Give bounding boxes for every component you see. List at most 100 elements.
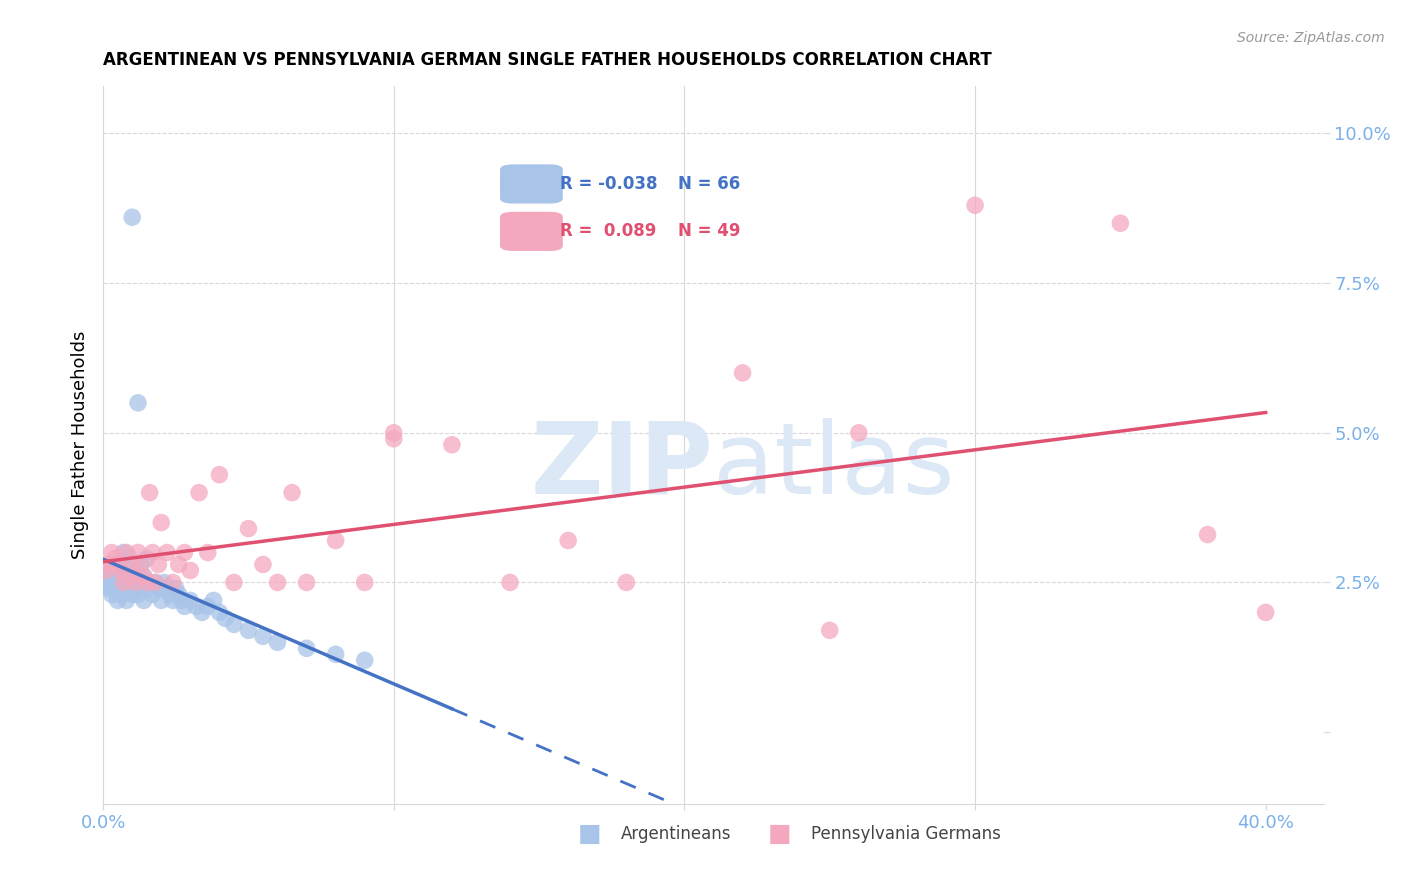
Point xyxy=(107,575,129,590)
Point xyxy=(107,593,129,607)
Point xyxy=(101,545,124,559)
Text: Source: ZipAtlas.com: Source: ZipAtlas.com xyxy=(1237,31,1385,45)
Point xyxy=(266,635,288,649)
Point xyxy=(101,587,124,601)
Point xyxy=(208,467,231,482)
Point xyxy=(266,575,288,590)
Point xyxy=(141,587,163,601)
Point xyxy=(94,564,117,578)
Point xyxy=(121,558,143,572)
Point xyxy=(197,545,219,559)
Point xyxy=(107,564,129,578)
Point xyxy=(238,522,260,536)
Point xyxy=(1254,606,1277,620)
Point xyxy=(132,569,155,583)
Point xyxy=(614,575,637,590)
Point xyxy=(325,648,347,662)
Point xyxy=(150,593,173,607)
Point xyxy=(124,564,146,578)
Point xyxy=(138,485,160,500)
Point xyxy=(115,564,138,578)
Y-axis label: Single Father Households: Single Father Households xyxy=(72,331,89,559)
Point xyxy=(179,564,201,578)
Point xyxy=(167,587,190,601)
Point xyxy=(129,558,152,572)
Point xyxy=(121,587,143,601)
Point xyxy=(184,599,207,614)
Point xyxy=(222,575,245,590)
Point xyxy=(440,438,463,452)
Point xyxy=(110,587,132,601)
Point xyxy=(124,582,146,596)
Point xyxy=(222,617,245,632)
Point xyxy=(382,425,405,440)
Point xyxy=(281,485,304,500)
Point xyxy=(132,593,155,607)
Point xyxy=(112,545,135,559)
Point xyxy=(1109,216,1132,230)
Text: ■: ■ xyxy=(768,822,792,846)
Point xyxy=(115,575,138,590)
Point xyxy=(97,558,120,572)
Point xyxy=(214,611,236,625)
Point xyxy=(148,558,170,572)
Point xyxy=(112,575,135,590)
Point xyxy=(173,545,195,559)
Point xyxy=(173,599,195,614)
Point xyxy=(118,582,141,596)
Point xyxy=(115,593,138,607)
Point xyxy=(127,587,149,601)
Point xyxy=(132,569,155,583)
Point xyxy=(112,569,135,583)
Point xyxy=(94,575,117,590)
Point xyxy=(101,564,124,578)
Point xyxy=(848,425,870,440)
Point xyxy=(179,593,201,607)
Point xyxy=(97,569,120,583)
Point xyxy=(135,575,157,590)
Point xyxy=(188,485,211,500)
Point xyxy=(150,516,173,530)
Point xyxy=(557,533,579,548)
Point xyxy=(104,558,127,572)
FancyBboxPatch shape xyxy=(501,211,562,251)
Point xyxy=(252,629,274,643)
Point xyxy=(165,582,187,596)
Text: R = -0.038: R = -0.038 xyxy=(560,175,658,193)
Point xyxy=(121,558,143,572)
Point xyxy=(145,575,167,590)
Point xyxy=(135,551,157,566)
Point xyxy=(97,582,120,596)
Point xyxy=(129,575,152,590)
Point xyxy=(135,575,157,590)
Point xyxy=(499,575,522,590)
Point xyxy=(145,575,167,590)
Point xyxy=(167,558,190,572)
Point xyxy=(159,587,181,601)
Point xyxy=(104,551,127,566)
Text: Argentineans: Argentineans xyxy=(621,825,731,843)
Point xyxy=(818,624,841,638)
Point xyxy=(121,211,143,225)
FancyBboxPatch shape xyxy=(501,164,562,203)
Point xyxy=(1197,527,1219,541)
Point xyxy=(104,569,127,583)
Point xyxy=(156,545,179,559)
Point xyxy=(197,599,219,614)
Point xyxy=(110,564,132,578)
Point xyxy=(148,582,170,596)
Point xyxy=(252,558,274,572)
Point xyxy=(382,432,405,446)
Point xyxy=(118,569,141,583)
Point xyxy=(112,582,135,596)
Point xyxy=(353,575,375,590)
Point xyxy=(121,575,143,590)
Text: N = 49: N = 49 xyxy=(678,222,741,240)
Point xyxy=(295,641,318,656)
Point xyxy=(127,545,149,559)
Point xyxy=(202,593,225,607)
Point xyxy=(127,569,149,583)
Point xyxy=(153,575,176,590)
Text: N = 66: N = 66 xyxy=(678,175,740,193)
Point xyxy=(353,653,375,667)
